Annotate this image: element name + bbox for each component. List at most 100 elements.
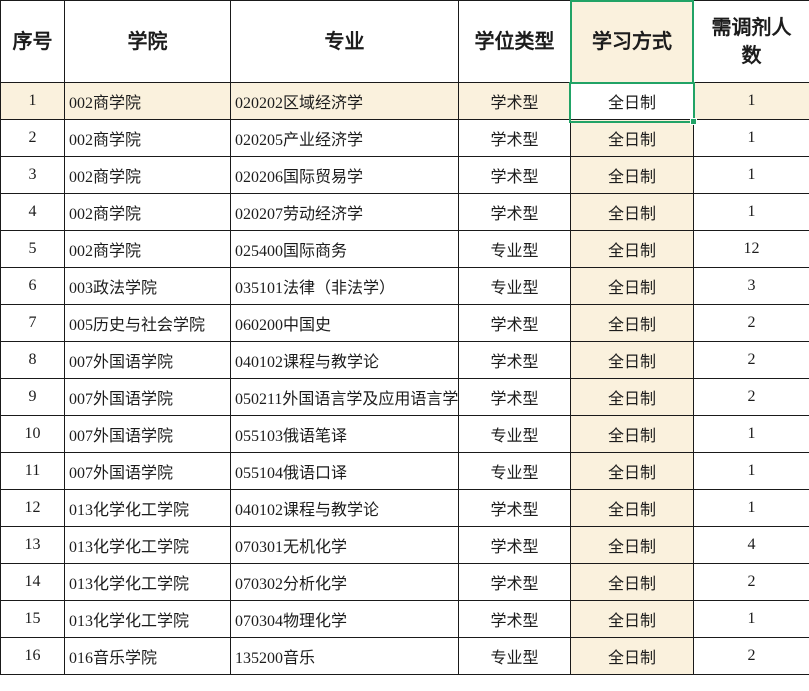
cell-college[interactable]: 016音乐学院 [64, 637, 231, 675]
cell-study_mode[interactable]: 全日制 [570, 600, 694, 638]
cell-quota[interactable]: 2 [693, 637, 809, 675]
header-cell-study_mode[interactable]: 学习方式 [570, 0, 694, 83]
cell-study_mode[interactable]: 全日制 [570, 378, 694, 416]
cell-quota[interactable]: 1 [693, 82, 809, 120]
cell-degree_type[interactable]: 专业型 [458, 415, 571, 453]
cell-index[interactable]: 4 [0, 193, 65, 231]
cell-quota[interactable]: 12 [693, 230, 809, 268]
cell-college[interactable]: 002商学院 [64, 193, 231, 231]
cell-degree_type[interactable]: 学术型 [458, 82, 571, 120]
cell-major[interactable]: 070301无机化学 [230, 526, 459, 564]
cell-study_mode[interactable]: 全日制 [570, 415, 694, 453]
cell-quota[interactable]: 1 [693, 489, 809, 527]
cell-study_mode[interactable]: 全日制 [570, 230, 694, 268]
cell-major[interactable]: 040102课程与教学论 [230, 341, 459, 379]
cell-index[interactable]: 9 [0, 378, 65, 416]
cell-major[interactable]: 055103俄语笔译 [230, 415, 459, 453]
cell-college[interactable]: 013化学化工学院 [64, 563, 231, 601]
cell-degree_type[interactable]: 专业型 [458, 230, 571, 268]
cell-college[interactable]: 002商学院 [64, 82, 231, 120]
cell-quota[interactable]: 2 [693, 378, 809, 416]
cell-index[interactable]: 7 [0, 304, 65, 342]
cell-index[interactable]: 5 [0, 230, 65, 268]
cell-major[interactable]: 050211外国语言学及应用语言学 [230, 378, 459, 416]
cell-college[interactable]: 002商学院 [64, 156, 231, 194]
cell-study_mode[interactable]: 全日制 [570, 526, 694, 564]
cell-major[interactable]: 135200音乐 [230, 637, 459, 675]
cell-index[interactable]: 3 [0, 156, 65, 194]
cell-major[interactable]: 040102课程与教学论 [230, 489, 459, 527]
cell-major[interactable]: 020206国际贸易学 [230, 156, 459, 194]
cell-degree_type[interactable]: 学术型 [458, 563, 571, 601]
cell-study_mode[interactable]: 全日制 [570, 193, 694, 231]
cell-quota[interactable]: 2 [693, 304, 809, 342]
cell-quota[interactable]: 4 [693, 526, 809, 564]
cell-quota[interactable]: 1 [693, 452, 809, 490]
cell-major[interactable]: 020202区域经济学 [230, 82, 459, 120]
cell-degree_type[interactable]: 专业型 [458, 637, 571, 675]
cell-study_mode[interactable]: 全日制 [570, 452, 694, 490]
cell-index[interactable]: 14 [0, 563, 65, 601]
cell-college[interactable]: 005历史与社会学院 [64, 304, 231, 342]
cell-degree_type[interactable]: 学术型 [458, 341, 571, 379]
cell-study_mode[interactable]: 全日制 [570, 563, 694, 601]
cell-index[interactable]: 15 [0, 600, 65, 638]
selected-cell[interactable]: 全日制 [570, 82, 694, 120]
header-cell-major[interactable]: 专业 [230, 0, 459, 83]
cell-major[interactable]: 070304物理化学 [230, 600, 459, 638]
cell-college[interactable]: 013化学化工学院 [64, 489, 231, 527]
cell-degree_type[interactable]: 专业型 [458, 452, 571, 490]
cell-degree_type[interactable]: 专业型 [458, 267, 571, 305]
cell-quota[interactable]: 1 [693, 600, 809, 638]
header-cell-college[interactable]: 学院 [64, 0, 231, 83]
cell-index[interactable]: 1 [0, 82, 65, 120]
cell-quota[interactable]: 1 [693, 156, 809, 194]
cell-degree_type[interactable]: 学术型 [458, 378, 571, 416]
cell-index[interactable]: 2 [0, 119, 65, 157]
cell-quota[interactable]: 3 [693, 267, 809, 305]
cell-index[interactable]: 12 [0, 489, 65, 527]
cell-study_mode[interactable]: 全日制 [570, 119, 694, 157]
cell-college[interactable]: 013化学化工学院 [64, 600, 231, 638]
cell-degree_type[interactable]: 学术型 [458, 193, 571, 231]
cell-major[interactable]: 020207劳动经济学 [230, 193, 459, 231]
cell-college[interactable]: 002商学院 [64, 230, 231, 268]
cell-index[interactable]: 6 [0, 267, 65, 305]
cell-study_mode[interactable]: 全日制 [570, 489, 694, 527]
cell-quota[interactable]: 1 [693, 415, 809, 453]
cell-quota[interactable]: 1 [693, 193, 809, 231]
cell-study_mode[interactable]: 全日制 [570, 156, 694, 194]
cell-major[interactable]: 025400国际商务 [230, 230, 459, 268]
cell-study_mode[interactable]: 全日制 [570, 637, 694, 675]
cell-quota[interactable]: 2 [693, 341, 809, 379]
header-cell-index[interactable]: 序号 [0, 0, 65, 83]
header-cell-quota[interactable]: 需调剂人数 [693, 0, 809, 83]
cell-college[interactable]: 007外国语学院 [64, 415, 231, 453]
cell-degree_type[interactable]: 学术型 [458, 600, 571, 638]
cell-study_mode[interactable]: 全日制 [570, 341, 694, 379]
cell-index[interactable]: 10 [0, 415, 65, 453]
cell-major[interactable]: 070302分析化学 [230, 563, 459, 601]
cell-index[interactable]: 8 [0, 341, 65, 379]
cell-degree_type[interactable]: 学术型 [458, 526, 571, 564]
cell-degree_type[interactable]: 学术型 [458, 156, 571, 194]
cell-quota[interactable]: 1 [693, 119, 809, 157]
cell-quota[interactable]: 2 [693, 563, 809, 601]
header-cell-degree_type[interactable]: 学位类型 [458, 0, 571, 83]
cell-degree_type[interactable]: 学术型 [458, 304, 571, 342]
cell-major[interactable]: 055104俄语口译 [230, 452, 459, 490]
cell-college[interactable]: 013化学化工学院 [64, 526, 231, 564]
cell-degree_type[interactable]: 学术型 [458, 489, 571, 527]
cell-college[interactable]: 007外国语学院 [64, 378, 231, 416]
cell-major[interactable]: 060200中国史 [230, 304, 459, 342]
cell-college[interactable]: 002商学院 [64, 119, 231, 157]
cell-college[interactable]: 007外国语学院 [64, 452, 231, 490]
cell-index[interactable]: 16 [0, 637, 65, 675]
cell-degree_type[interactable]: 学术型 [458, 119, 571, 157]
cell-college[interactable]: 007外国语学院 [64, 341, 231, 379]
cell-major[interactable]: 035101法律（非法学） [230, 267, 459, 305]
cell-index[interactable]: 13 [0, 526, 65, 564]
cell-index[interactable]: 11 [0, 452, 65, 490]
cell-college[interactable]: 003政法学院 [64, 267, 231, 305]
cell-major[interactable]: 020205产业经济学 [230, 119, 459, 157]
